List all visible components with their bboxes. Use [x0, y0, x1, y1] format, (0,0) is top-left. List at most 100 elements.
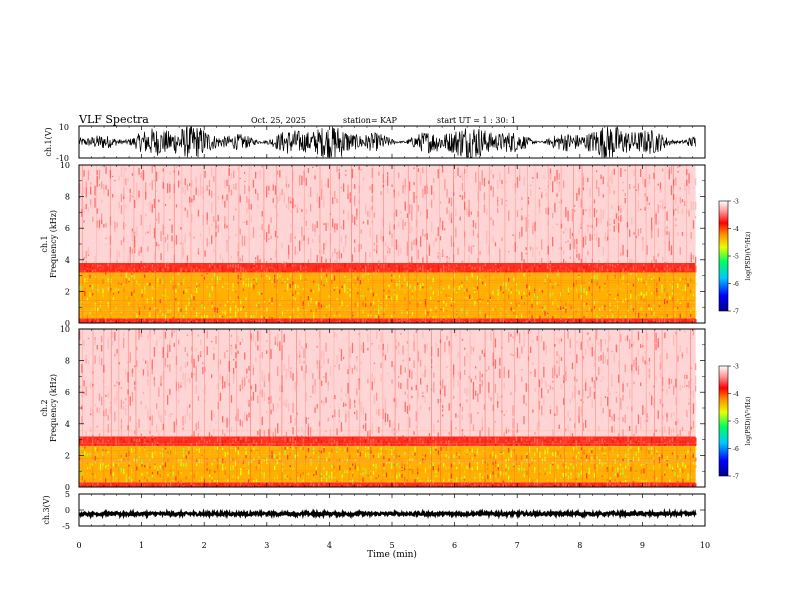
spectrogram-texture	[302, 319, 304, 323]
spectrogram-texture	[562, 320, 564, 323]
spectrogram-texture	[136, 245, 138, 251]
spectrogram-texture	[466, 172, 468, 175]
spectrogram-texture	[656, 292, 658, 297]
spectrogram-texture	[532, 180, 534, 184]
spectrogram-texture	[638, 294, 640, 296]
spectrogram-texture	[383, 267, 385, 269]
spectrogram-texture	[94, 483, 96, 486]
spectrogram-texture	[114, 180, 116, 182]
spectrogram-texture	[513, 265, 515, 269]
spectrogram-texture	[336, 223, 338, 230]
spectrogram-texture	[170, 309, 172, 313]
spectrogram-texture	[668, 167, 670, 169]
spectrogram-texture	[409, 301, 411, 304]
spectrogram-texture	[648, 286, 650, 292]
spectrogram-texture	[263, 181, 266, 188]
spectrogram-texture	[560, 262, 563, 263]
spectrogram-texture	[83, 187, 85, 193]
spectrogram-texture	[487, 271, 489, 273]
spectrogram-texture	[600, 183, 602, 185]
spectrogram-texture	[630, 272, 632, 276]
spectrogram-texture	[101, 166, 103, 168]
spectrogram-texture	[383, 295, 385, 297]
spectrogram-texture	[388, 271, 390, 273]
spectrogram-texture	[644, 196, 646, 208]
spectrogram-texture	[604, 305, 606, 308]
spectrogram-texture	[640, 265, 642, 269]
spectrogram-texture	[552, 301, 554, 306]
spectrogram-texture	[479, 278, 481, 282]
spectrogram-texture	[677, 318, 679, 320]
spectrogram-texture	[346, 319, 349, 323]
spectrogram-texture	[382, 200, 384, 203]
spectrogram-texture	[432, 271, 434, 273]
spectrogram-texture	[242, 484, 245, 487]
spectrogram-texture	[266, 270, 268, 273]
spectrogram-texture	[279, 263, 281, 266]
spectrogram-texture	[690, 263, 692, 269]
spectrogram-texture	[325, 183, 327, 187]
spectrogram-streak	[82, 165, 83, 323]
spectrogram-texture	[123, 265, 125, 270]
spectrogram-texture	[445, 321, 447, 323]
spectrogram-texture	[586, 271, 588, 273]
spectrogram-texture	[583, 265, 585, 269]
spectrogram-texture	[153, 198, 156, 208]
spectrogram-texture	[658, 304, 661, 308]
spectrogram-texture	[297, 264, 299, 266]
spectrogram-texture	[313, 483, 315, 487]
spectrogram-texture	[175, 271, 177, 273]
spectrogram-texture	[448, 257, 450, 260]
spectrogram-texture	[406, 318, 408, 320]
spectrogram-texture	[393, 255, 395, 260]
spectrogram-texture	[216, 319, 219, 322]
spectrogram-texture	[198, 269, 200, 271]
spectrogram-texture	[310, 483, 312, 486]
spectrogram-texture	[424, 305, 427, 308]
spectrogram-texture	[578, 275, 580, 278]
spectrogram-texture	[492, 268, 494, 272]
spectrogram-texture	[164, 203, 167, 206]
spectrogram-texture	[144, 265, 146, 269]
spectrogram-texture	[115, 306, 117, 310]
spectrogram-texture	[567, 320, 570, 323]
spectrogram-texture	[417, 270, 419, 273]
spectrogram-texture	[268, 190, 270, 193]
spectrogram-texture	[632, 319, 635, 321]
spectrogram-texture	[228, 221, 230, 228]
spectrogram-texture	[209, 283, 211, 285]
spectrogram-texture	[604, 282, 606, 285]
spectrogram-texture	[112, 321, 115, 323]
spectrogram-texture	[240, 482, 242, 487]
spectrogram-texture	[393, 263, 395, 267]
spectrogram-texture	[625, 270, 627, 273]
spectrogram-texture	[501, 237, 503, 242]
spectrogram-texture	[492, 308, 494, 311]
spectrogram-streak	[416, 165, 418, 323]
spectrogram-texture	[521, 264, 523, 270]
spectrogram-texture	[358, 244, 360, 253]
spectrogram-texture	[398, 483, 401, 487]
spectrogram-texture	[521, 295, 523, 300]
spectrogram-texture	[541, 195, 543, 197]
spectrogram-texture	[307, 269, 310, 273]
spectrogram-texture	[258, 263, 260, 266]
spectrogram-texture	[656, 318, 658, 323]
spectrogram-texture	[617, 300, 619, 303]
spectrogram-texture	[573, 267, 575, 273]
spectrogram-texture	[123, 187, 125, 197]
spectrogram-texture	[378, 484, 380, 487]
spectrogram-texture	[422, 319, 424, 322]
spectrogram-texture	[613, 190, 615, 195]
spectrogram-texture	[495, 320, 497, 323]
spectrogram-texture	[367, 263, 369, 266]
spectrogram-texture	[195, 187, 197, 195]
spectrogram-texture	[606, 318, 609, 322]
spectrogram-texture	[185, 483, 187, 486]
spectrogram-texture	[526, 270, 528, 273]
spectrogram-texture	[413, 239, 415, 245]
spectrogram-texture	[185, 263, 187, 267]
spectrogram-texture	[380, 321, 382, 323]
spectrogram-texture	[274, 217, 277, 225]
spectrogram-texture	[635, 245, 637, 256]
